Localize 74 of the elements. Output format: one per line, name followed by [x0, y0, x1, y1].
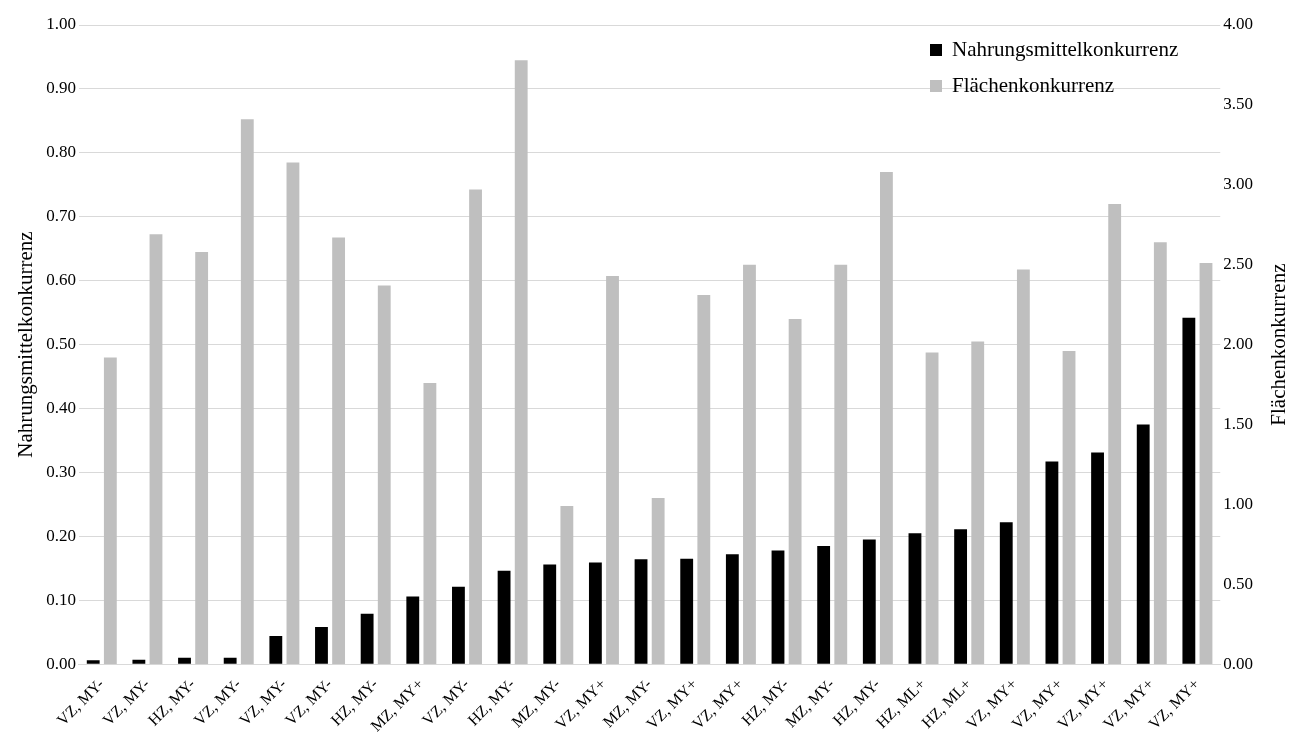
bar — [771, 550, 785, 664]
y2-tick-label: 3.50 — [1223, 94, 1253, 114]
bar — [606, 275, 619, 665]
bar — [634, 559, 648, 664]
bar — [377, 285, 391, 665]
bar — [725, 554, 739, 664]
bar — [817, 545, 831, 664]
y2-axis-title: Flächenkonkurrenz — [1266, 263, 1291, 426]
bar — [908, 533, 922, 664]
y-tick-label: 1.00 — [46, 14, 76, 34]
bar — [862, 539, 876, 664]
bar — [1136, 424, 1150, 664]
y-axis-title: Nahrungsmittelkonkurrenz — [13, 231, 38, 458]
legend-label: Flächenkonkurrenz — [951, 72, 1115, 97]
y-tick-label: 0.20 — [46, 525, 76, 545]
bar — [497, 570, 511, 664]
bar — [1108, 203, 1122, 665]
y2-tick-label: 0.00 — [1223, 653, 1253, 673]
bar — [1016, 269, 1030, 665]
bar — [103, 357, 117, 665]
y2-tick-label: 2.00 — [1223, 334, 1253, 354]
bar — [954, 529, 968, 664]
y-tick-label: 0.60 — [46, 270, 76, 290]
bar — [332, 237, 346, 665]
bar — [543, 564, 557, 664]
bar — [423, 382, 437, 665]
y-tick-label: 0.50 — [46, 334, 76, 354]
bar — [1062, 350, 1076, 665]
y2-tick-label: 0.50 — [1223, 573, 1253, 593]
bar — [880, 172, 893, 665]
bar — [925, 352, 939, 665]
bar — [360, 613, 374, 664]
bar — [743, 264, 756, 665]
y2-tick-label: 1.50 — [1223, 413, 1253, 433]
y2-tick-label: 3.00 — [1223, 174, 1253, 194]
bar — [651, 498, 665, 665]
bar — [680, 558, 694, 664]
y-tick-label: 0.30 — [46, 461, 76, 481]
bar — [149, 234, 163, 665]
y-tick-label: 0.00 — [46, 653, 76, 673]
bar — [195, 251, 209, 665]
bar — [469, 189, 482, 665]
bar — [588, 562, 602, 664]
bar — [86, 660, 100, 664]
bar — [240, 119, 254, 665]
bar — [286, 162, 300, 665]
y2-tick-label: 4.00 — [1223, 14, 1253, 34]
y-tick-label: 0.70 — [46, 206, 76, 226]
bar — [1182, 317, 1196, 664]
y2-tick-label: 2.50 — [1223, 254, 1253, 274]
bar — [132, 659, 146, 664]
bar — [560, 505, 574, 665]
y-tick-label: 0.90 — [46, 78, 76, 98]
bar — [406, 596, 420, 664]
bar — [788, 319, 802, 665]
bar — [178, 657, 191, 664]
bar — [452, 586, 465, 664]
bar — [514, 60, 528, 665]
bar — [1153, 242, 1167, 665]
bar — [834, 264, 848, 665]
bar — [269, 636, 283, 664]
bar — [1091, 452, 1104, 664]
bar — [1199, 263, 1213, 665]
y-tick-label: 0.40 — [46, 397, 76, 417]
bar — [697, 295, 711, 665]
y-tick-label: 0.10 — [46, 589, 76, 609]
y-tick-label: 0.80 — [46, 142, 76, 162]
bar — [971, 341, 985, 665]
bar — [315, 627, 328, 664]
legend-label: Nahrungsmittelkonkurrenz — [951, 36, 1179, 61]
y2-tick-label: 1.00 — [1223, 493, 1253, 513]
bar — [1045, 461, 1059, 664]
bar — [223, 657, 237, 664]
bar — [999, 522, 1013, 664]
